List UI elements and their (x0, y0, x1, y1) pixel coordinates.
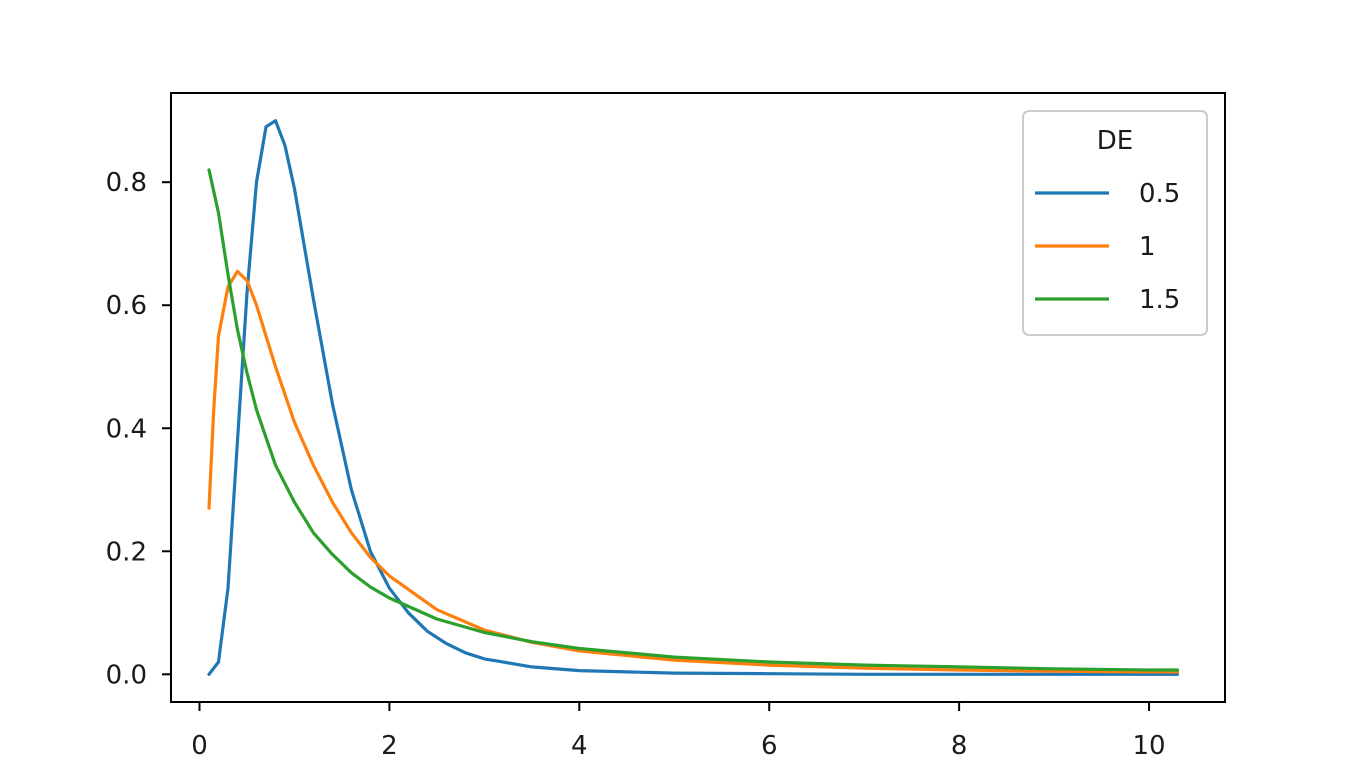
x-axis: 0 2 4 6 8 10 (191, 702, 1166, 761)
legend-box (1022, 110, 1208, 336)
series-line-0-5 (207, 119, 1180, 676)
legend-title: DE (1097, 126, 1133, 156)
legend-label: 1.5 (1139, 285, 1180, 315)
x-tick-label: 6 (761, 731, 778, 761)
y-tick-label: 0.8 (106, 168, 147, 198)
series-line-1-5 (207, 168, 1180, 672)
x-tick-label: 4 (571, 731, 588, 761)
series-layer (207, 119, 1180, 676)
y-axis: 0.0 0.2 0.4 0.6 0.8 (106, 168, 171, 690)
x-tick-label: 2 (381, 731, 398, 761)
y-tick-label: 0.2 (106, 537, 147, 567)
legend-entries: 0.5 1 1.5 (1035, 179, 1180, 315)
y-tick-label: 0.4 (106, 414, 147, 444)
legend-label: 1 (1139, 232, 1156, 262)
legend: DE 0.5 1 1.5 (1022, 110, 1208, 336)
legend-label: 0.5 (1139, 179, 1180, 209)
y-tick-label: 0.0 (106, 660, 147, 690)
plot-frame (170, 92, 1226, 703)
x-tick-label: 8 (951, 731, 968, 761)
series-line-1 (207, 269, 1180, 674)
x-tick-label: 10 (1132, 731, 1165, 761)
x-tick-label: 0 (191, 731, 208, 761)
y-tick-label: 0.6 (106, 291, 147, 321)
